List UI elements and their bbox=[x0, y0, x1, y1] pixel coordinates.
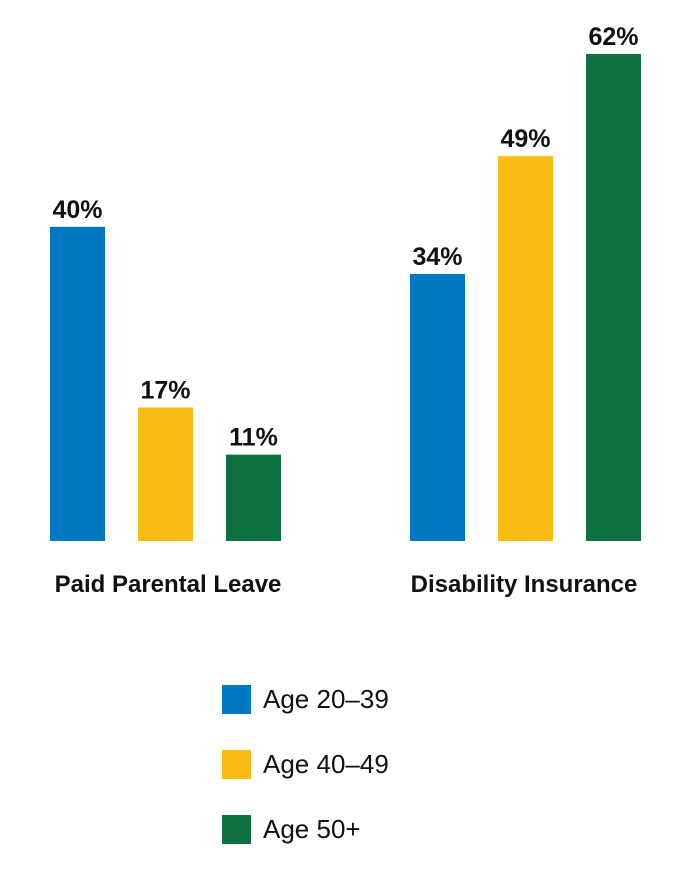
legend-label-age-40-49: Age 40–49 bbox=[263, 748, 389, 779]
bar-0-1 bbox=[138, 407, 193, 541]
legend: Age 20–39 Age 40–49 Age 50+ bbox=[222, 683, 389, 878]
value-label-0-2: 11% bbox=[229, 424, 278, 452]
value-label-1-1: 49% bbox=[500, 125, 550, 153]
legend-item-age-40-49: Age 40–49 bbox=[222, 748, 389, 780]
bar-chart: 40% 17% 11% 34% 49% 62% Paid Parental Leave Di… bbox=[50, 23, 641, 598]
legend-label-age-50-plus: Age 50+ bbox=[263, 813, 361, 844]
bar-0-2 bbox=[226, 454, 281, 541]
legend-swatch-age-50-plus bbox=[222, 814, 251, 844]
category-labels-group: Paid Parental Leave Disability Insurance bbox=[55, 571, 638, 598]
legend-label-age-20-39: Age 20–39 bbox=[263, 683, 389, 714]
legend-item-age-50-plus: Age 50+ bbox=[222, 813, 389, 845]
value-label-0-0: 40% bbox=[52, 196, 102, 224]
bar-1-2 bbox=[586, 54, 641, 541]
category-label-1: Disability Insurance bbox=[411, 571, 638, 598]
bars-group bbox=[50, 54, 641, 541]
category-label-0: Paid Parental Leave bbox=[55, 571, 282, 598]
bar-1-0 bbox=[410, 273, 465, 541]
value-labels-group: 40% 17% 11% 34% 49% 62% bbox=[52, 23, 638, 452]
value-label-0-1: 17% bbox=[140, 376, 190, 404]
legend-item-age-20-39: Age 20–39 bbox=[222, 683, 389, 715]
legend-swatch-age-40-49 bbox=[222, 749, 251, 779]
value-label-1-2: 62% bbox=[588, 23, 638, 51]
bar-1-1 bbox=[498, 156, 553, 541]
legend-swatch-age-20-39 bbox=[222, 684, 251, 714]
bar-0-0 bbox=[50, 226, 105, 541]
value-label-1-0: 34% bbox=[412, 243, 462, 271]
